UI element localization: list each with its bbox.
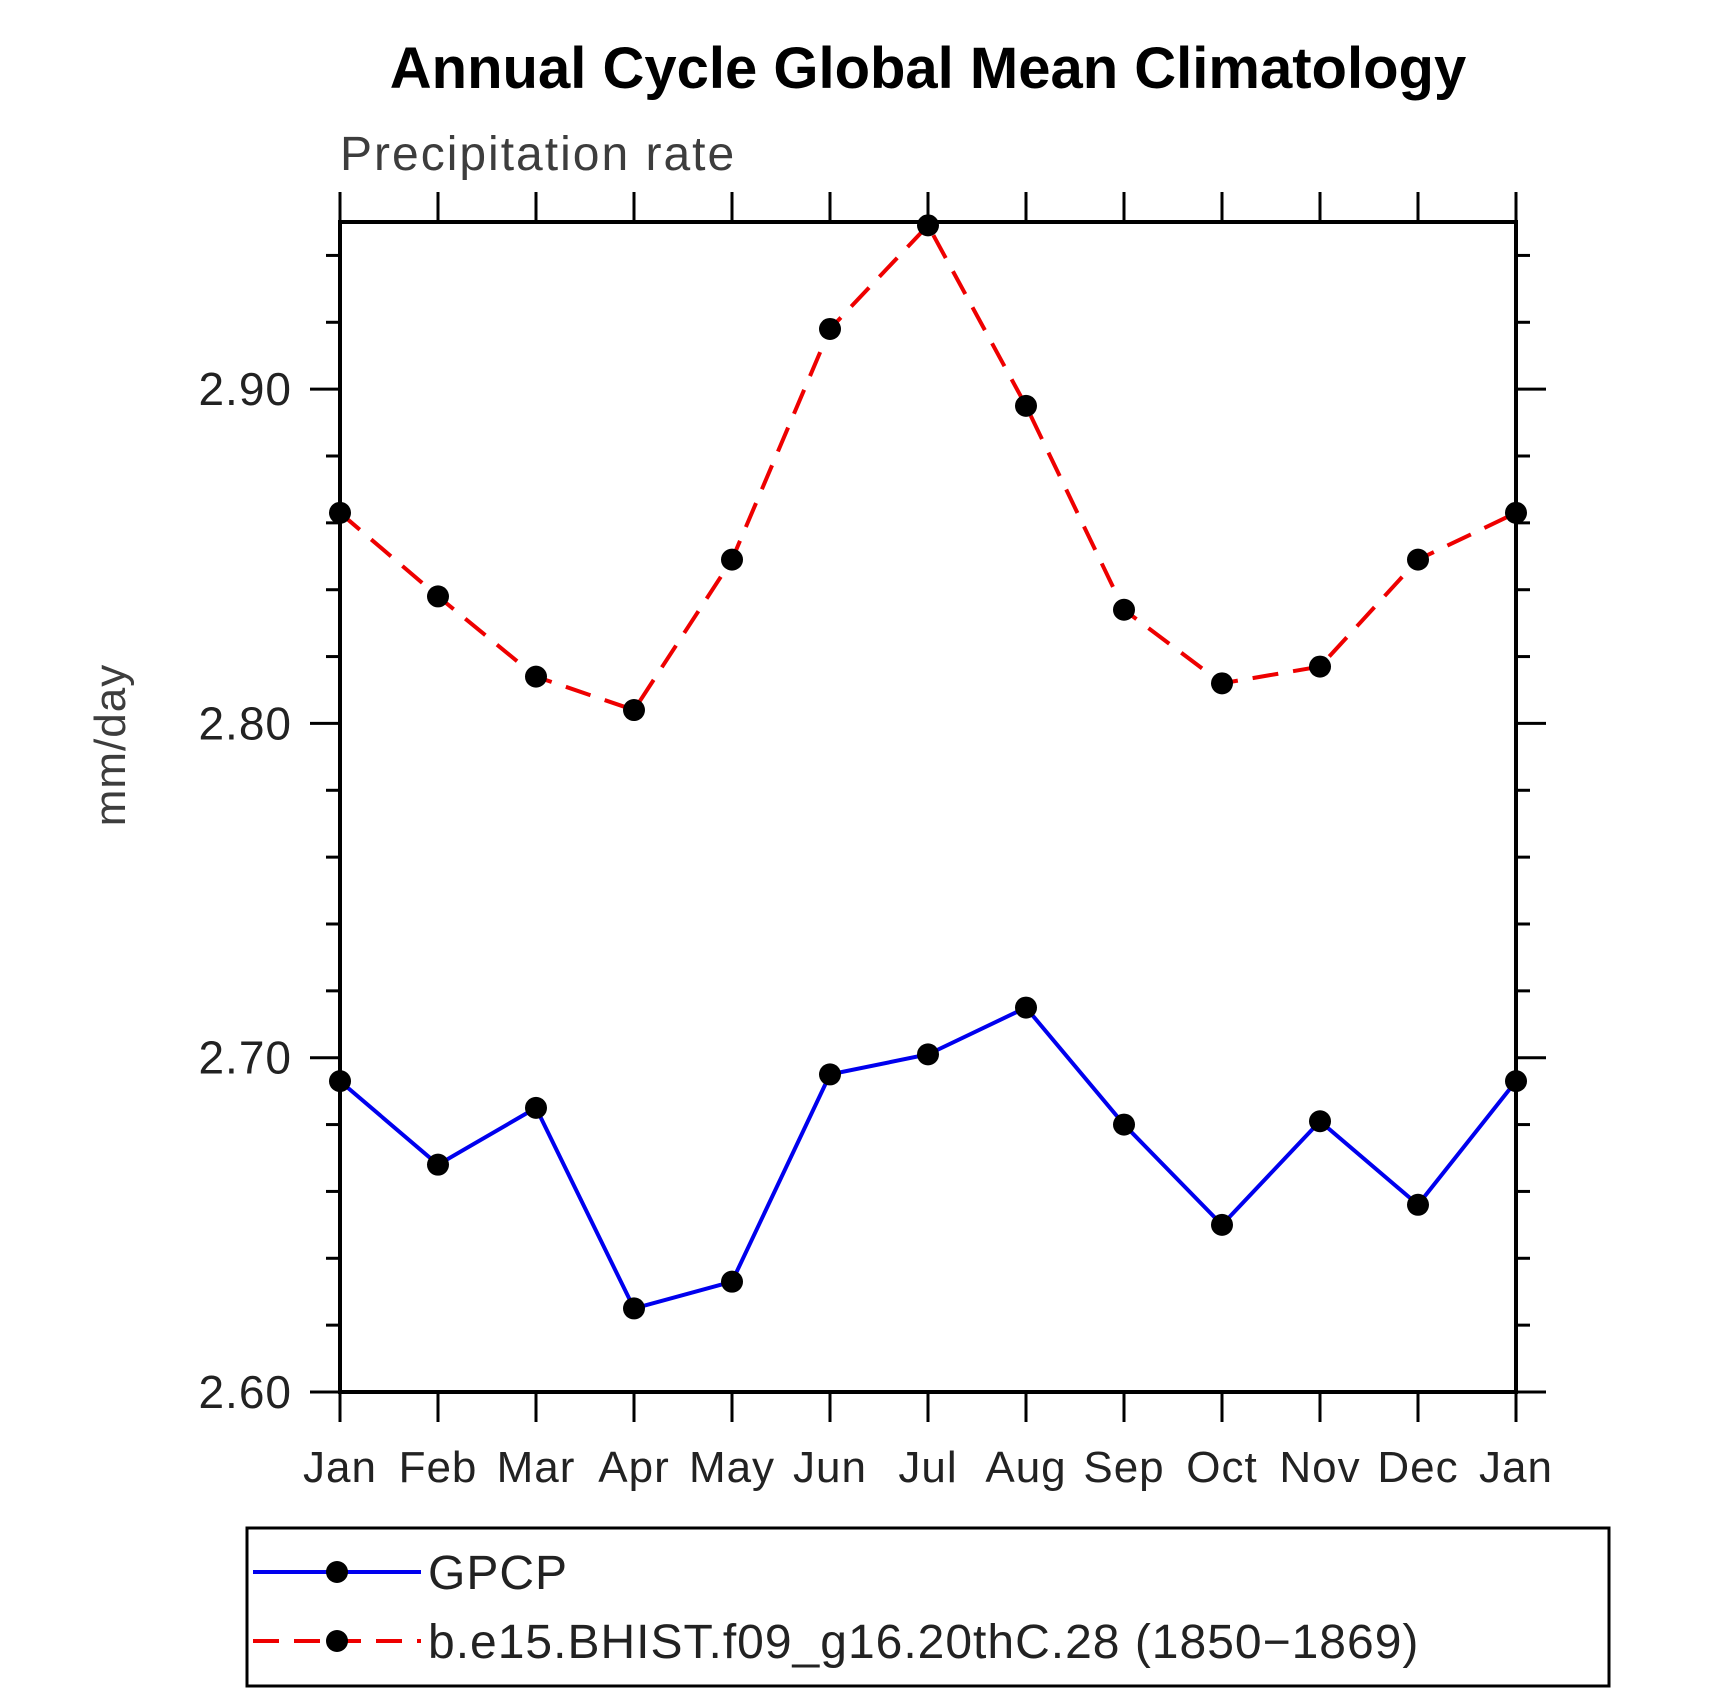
x-tick-label: Dec xyxy=(1377,1443,1458,1492)
data-point-gpcp-oct-9 xyxy=(1211,1213,1233,1236)
data-point-gpcp-may-4 xyxy=(721,1270,743,1293)
legend-marker-dot xyxy=(326,1630,348,1652)
data-point-model-aug-7 xyxy=(1015,394,1037,417)
plot-box xyxy=(338,220,1518,1394)
x-tick-label: Apr xyxy=(598,1443,669,1492)
data-point-model-jan-12 xyxy=(1505,501,1527,524)
x-tick-label: Jan xyxy=(303,1443,377,1492)
data-point-model-jun-5 xyxy=(819,317,841,340)
x-tick-label: Oct xyxy=(1186,1443,1257,1492)
data-point-gpcp-jun-5 xyxy=(819,1063,841,1086)
chart-title: Annual Cycle Global Mean Climatology xyxy=(390,36,1466,101)
legend-label-model: b.e15.BHIST.f09_g16.20thC.28 (1850−1869) xyxy=(428,1616,1419,1669)
legend-label-gpcp: GPCP xyxy=(428,1547,568,1600)
data-point-model-jul-6 xyxy=(917,214,939,237)
y-tick-label: 2.60 xyxy=(198,1366,292,1418)
legend-item-model: b.e15.BHIST.f09_g16.20thC.28 (1850−1869) xyxy=(253,1616,1419,1669)
x-tick-label: Mar xyxy=(497,1443,576,1492)
legend-marker-dot xyxy=(326,1561,348,1583)
y-axis-label: mm/day xyxy=(86,664,135,826)
plot-area: Jan Feb Mar Apr May Jun Jul Aug Sep Oct Nov Dec Jan2… xyxy=(198,192,1553,1492)
data-point-model-nov-10 xyxy=(1309,655,1331,678)
y-tick-label: 2.80 xyxy=(198,697,292,749)
data-point-gpcp-aug-7 xyxy=(1015,996,1037,1019)
x-tick-label: Jun xyxy=(793,1443,867,1492)
data-point-model-apr-3 xyxy=(623,699,645,722)
y-tick-label: 2.90 xyxy=(198,363,292,415)
legend: GPCP b.e15.BHIST.f09_g16.20thC.28 (1850−… xyxy=(245,1526,1611,1688)
data-point-gpcp-jul-6 xyxy=(917,1043,939,1066)
data-point-model-oct-9 xyxy=(1211,672,1233,695)
data-point-gpcp-apr-3 xyxy=(623,1297,645,1320)
chart-subtitle: Precipitation rate xyxy=(340,128,736,181)
legend-box xyxy=(245,1526,1611,1688)
x-tick-label: Aug xyxy=(985,1443,1066,1492)
data-point-model-jan-0 xyxy=(329,501,351,524)
x-tick-label: Jan xyxy=(1479,1443,1553,1492)
x-tick-label: Feb xyxy=(399,1443,478,1492)
x-tick-label: Jul xyxy=(898,1443,957,1492)
data-point-model-mar-2 xyxy=(525,665,547,688)
data-point-model-feb-1 xyxy=(427,585,449,608)
y-tick-label: 2.70 xyxy=(198,1032,292,1084)
data-point-model-may-4 xyxy=(721,548,743,571)
x-tick-label: May xyxy=(689,1443,775,1492)
data-point-model-dec-11 xyxy=(1407,548,1429,571)
x-tick-label: Nov xyxy=(1279,1443,1360,1492)
data-point-gpcp-mar-2 xyxy=(525,1096,547,1119)
data-point-gpcp-dec-11 xyxy=(1407,1193,1429,1216)
legend-item-gpcp: GPCP xyxy=(253,1547,568,1600)
data-point-gpcp-jan-0 xyxy=(329,1070,351,1093)
data-point-gpcp-feb-1 xyxy=(427,1153,449,1176)
x-tick-label: Sep xyxy=(1083,1443,1164,1492)
series-line-model xyxy=(338,221,1517,713)
data-point-gpcp-jan-12 xyxy=(1505,1070,1527,1093)
data-point-model-sep-8 xyxy=(1113,598,1135,621)
data-point-gpcp-nov-10 xyxy=(1309,1110,1331,1133)
data-point-gpcp-sep-8 xyxy=(1113,1113,1135,1136)
